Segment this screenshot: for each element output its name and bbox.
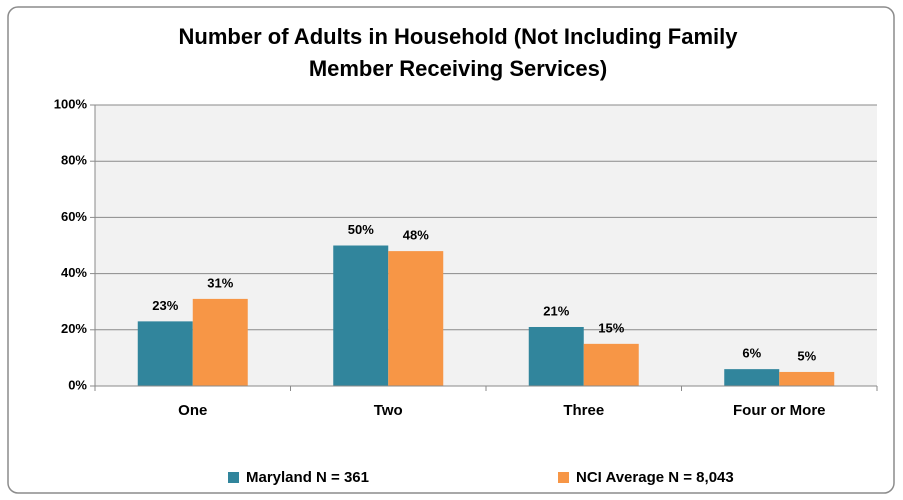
bar xyxy=(388,251,444,386)
chart-title: Member Receiving Services) xyxy=(309,56,607,81)
legend-label: NCI Average N = 8,043 xyxy=(576,469,734,486)
y-tick-label: 20% xyxy=(61,321,87,336)
y-tick-label: 60% xyxy=(61,209,87,224)
x-tick-label: One xyxy=(178,402,207,419)
value-label: 50% xyxy=(348,222,374,237)
bar xyxy=(779,371,835,386)
value-label: 23% xyxy=(152,298,178,313)
legend-swatch xyxy=(558,472,569,483)
value-label: 15% xyxy=(598,320,624,335)
y-tick-label: 80% xyxy=(61,153,87,168)
y-tick-label: 40% xyxy=(61,265,87,280)
bar xyxy=(137,321,193,386)
bar xyxy=(724,369,780,386)
bar xyxy=(528,326,584,386)
value-label: 31% xyxy=(207,275,233,290)
value-label: 5% xyxy=(797,348,816,363)
legend-label: Maryland N = 361 xyxy=(246,469,369,486)
x-tick-label: Three xyxy=(563,402,604,419)
chart-title: Number of Adults in Household (Not Inclu… xyxy=(179,24,739,49)
bar xyxy=(583,343,639,386)
x-tick-label: Four or More xyxy=(733,402,826,419)
y-tick-label: 0% xyxy=(68,377,87,392)
value-label: 21% xyxy=(543,303,569,318)
bar xyxy=(192,298,248,386)
legend-swatch xyxy=(228,472,239,483)
value-label: 48% xyxy=(403,228,429,243)
bar xyxy=(333,245,389,386)
y-tick-label: 100% xyxy=(54,96,88,111)
x-tick-label: Two xyxy=(374,402,403,419)
value-label: 6% xyxy=(742,346,761,361)
